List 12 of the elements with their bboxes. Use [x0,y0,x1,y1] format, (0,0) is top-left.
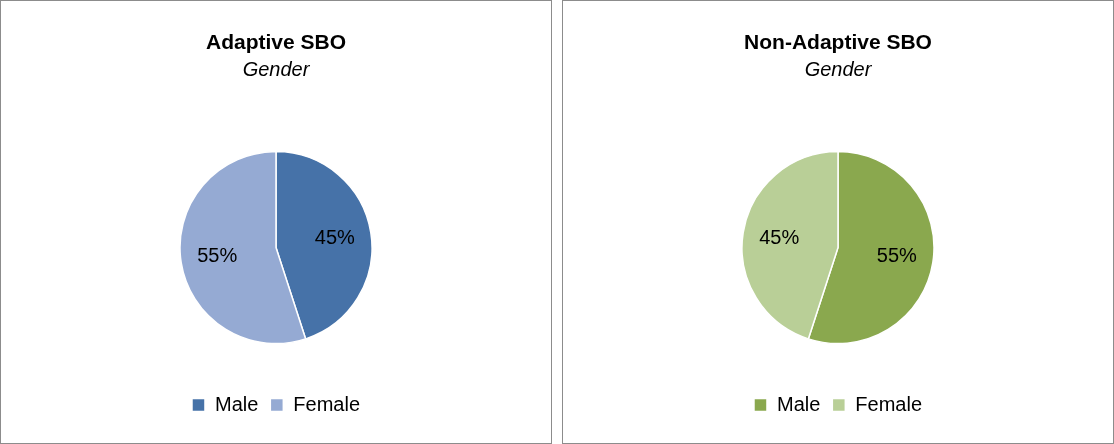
legend-label: Male [214,392,259,415]
chart-title: Adaptive SBO [205,30,347,54]
chart-subtitle: Gender [242,57,311,80]
data-label: 55% [197,244,238,267]
data-label: 55% [876,244,918,267]
legend-label: Female [855,392,923,415]
chart-title: Non-Adaptive SBO [744,30,932,54]
chart-subtitle: Gender [804,57,873,80]
data-label: 45% [759,225,800,248]
legend-label: Female [293,392,361,415]
legend-label: Male [776,392,821,415]
data-label: 45% [314,225,356,248]
